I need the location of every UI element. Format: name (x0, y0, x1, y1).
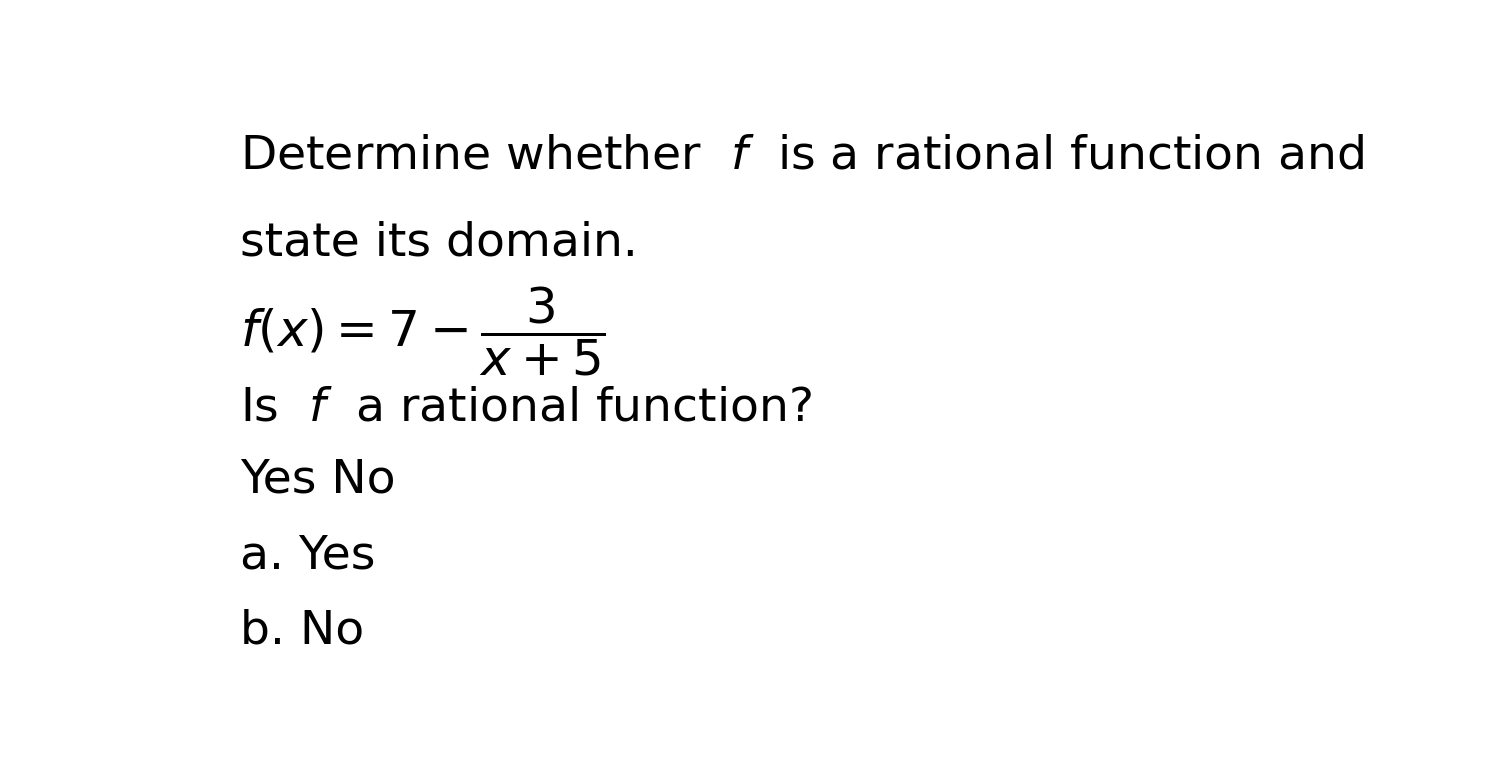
Text: state its domain.: state its domain. (240, 221, 638, 266)
Text: Is  $\mathit{f}$  a rational function?: Is $\mathit{f}$ a rational function? (240, 386, 812, 431)
Text: Yes No: Yes No (240, 458, 396, 503)
Text: Determine whether  $\mathit{f}$  is a rational function and: Determine whether $\mathit{f}$ is a rati… (240, 133, 1364, 179)
Text: $f(x) = 7 - \dfrac{3}{x+5}$: $f(x) = 7 - \dfrac{3}{x+5}$ (240, 284, 606, 378)
Text: b. No: b. No (240, 608, 364, 653)
Text: a. Yes: a. Yes (240, 533, 375, 578)
